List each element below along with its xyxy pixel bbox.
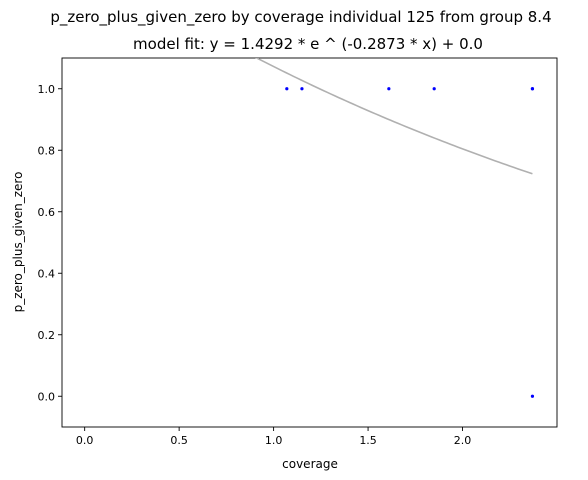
axes-frame	[61, 57, 558, 428]
y-tick-label-1: 0.2	[38, 329, 56, 342]
x-axis-ticks: 0.0 0.5 1.0 1.5 2.0	[76, 427, 471, 447]
x-tick-label-3: 1.5	[359, 434, 377, 447]
x-tick-label-1: 0.5	[170, 434, 188, 447]
x-axis-label: coverage	[282, 457, 338, 471]
fit-curve	[255, 58, 533, 175]
chart-title: p_zero_plus_given_zero by coverage indiv…	[50, 8, 551, 27]
data-point-6	[530, 87, 535, 91]
x-tick-label-2: 1.0	[265, 434, 283, 447]
data-marks	[255, 58, 535, 398]
y-tick-label-0: 0.0	[38, 390, 56, 403]
plot-area	[61, 57, 558, 428]
y-tick-label-3: 0.6	[38, 206, 56, 219]
data-point-3	[387, 87, 391, 91]
y-tick-label-4: 0.8	[38, 144, 56, 157]
data-point-2	[300, 87, 304, 91]
data-point-1	[285, 87, 289, 91]
data-point-7	[530, 394, 535, 398]
x-tick-label-4: 2.0	[454, 434, 472, 447]
chart-subtitle: model fit: y = 1.4292 * e ^ (-0.2873 * x…	[133, 35, 483, 53]
y-tick-label-2: 0.4	[38, 267, 56, 280]
y-tick-label-5: 1.0	[38, 83, 56, 96]
data-point-4	[432, 87, 436, 91]
x-tick-label-0: 0.0	[76, 434, 94, 447]
y-axis-label: p_zero_plus_given_zero	[11, 172, 25, 313]
y-axis-ticks: 0.0 0.2 0.4 0.6 0.8 1.0	[38, 83, 62, 403]
